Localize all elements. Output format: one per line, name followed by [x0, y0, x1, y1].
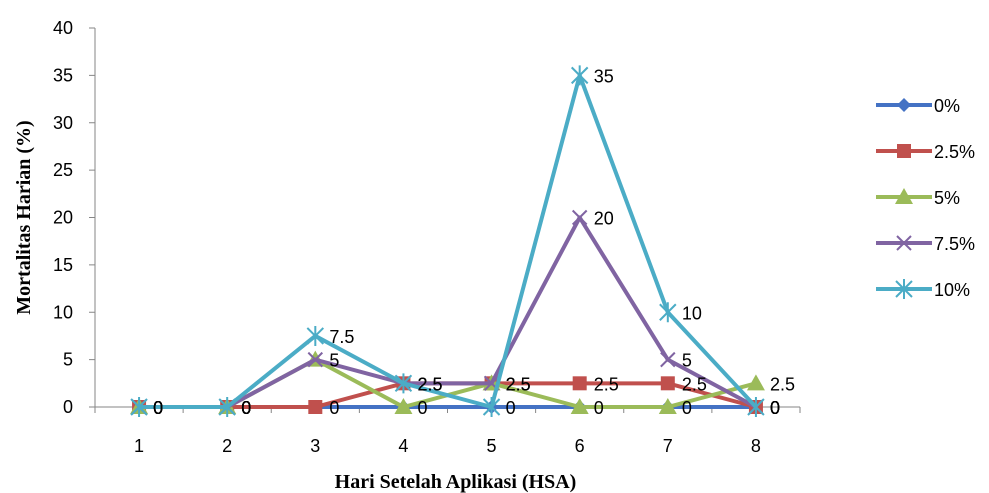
legend-item: 10% — [876, 279, 970, 300]
data-point — [308, 400, 323, 414]
data-label: 0 — [241, 398, 251, 418]
data-label: 0 — [153, 398, 163, 418]
y-tick-label: 30 — [53, 113, 73, 133]
data-point — [747, 397, 765, 417]
x-tick-label: 7 — [663, 436, 673, 456]
y-tick-label: 10 — [53, 302, 73, 322]
data-label: 5 — [682, 351, 692, 371]
data-point — [394, 398, 413, 414]
series-10% — [130, 65, 765, 417]
data-point — [660, 376, 675, 391]
y-tick-label: 35 — [53, 65, 73, 85]
legend-label: 0% — [934, 96, 960, 116]
y-tick-label: 5 — [63, 350, 73, 370]
data-point — [218, 397, 236, 417]
x-tick-label: 8 — [751, 436, 761, 456]
data-label: 0 — [770, 398, 780, 418]
legend-item: 5% — [876, 188, 960, 208]
x-axis-title: Hari Setelah Aplikasi (HSA) — [335, 471, 577, 493]
y-axis-title: Mortalitas Harian (%) — [13, 120, 35, 314]
data-label: 0 — [770, 398, 780, 418]
data-label: 0 — [153, 398, 163, 418]
legend-marker — [897, 98, 911, 112]
data-label: 0 — [241, 398, 251, 418]
data-point — [307, 351, 324, 368]
y-tick-label: 40 — [53, 18, 73, 38]
data-point — [659, 302, 677, 323]
legend-label: 2.5% — [934, 142, 975, 162]
legend-item: 0% — [876, 96, 960, 116]
data-point — [571, 209, 588, 226]
data-point — [660, 351, 676, 368]
x-tick-label: 4 — [398, 436, 408, 456]
data-label: 20 — [594, 209, 614, 229]
series-line — [139, 215, 757, 409]
data-label: 0 — [682, 398, 692, 418]
data-labels: 0 0 00 0 02.5 2.5 2.5 2.500 0 0 0 02.50 052.5 2.52050… — [153, 66, 795, 418]
data-label: 0 — [770, 398, 780, 418]
data-point — [572, 376, 587, 391]
legend-marker — [896, 235, 912, 251]
data-label: 0 — [506, 398, 516, 418]
data-label: 10 — [682, 303, 702, 323]
legend-item: 7.5% — [876, 234, 975, 254]
x-tick-label: 5 — [487, 436, 497, 456]
data-point — [658, 398, 677, 414]
data-label: 0 — [153, 398, 163, 418]
data-point — [570, 65, 589, 86]
data-point — [394, 373, 413, 394]
x-tick-label: 3 — [310, 436, 320, 456]
data-label: 2.5 — [506, 374, 531, 394]
data-label: 5 — [329, 351, 339, 371]
data-point — [482, 397, 501, 417]
data-label: 2.5 — [506, 374, 531, 394]
series-line — [139, 73, 758, 409]
legend-marker — [895, 279, 913, 299]
legend: 0% 2.5% 5% 7.5% 10% — [876, 96, 975, 300]
data-point — [570, 398, 589, 414]
data-label: 7.5 — [329, 327, 354, 347]
legend-label: 7.5% — [934, 234, 975, 254]
data-label: 0 — [594, 398, 604, 418]
data-label: 2.5 — [417, 374, 442, 394]
data-point — [746, 374, 765, 391]
data-label: 0 — [417, 398, 427, 418]
data-label: 0 — [329, 398, 339, 418]
y-tick-label: 15 — [53, 255, 73, 275]
legend-item: 2.5% — [876, 142, 975, 162]
data-label: 2.5 — [682, 374, 707, 394]
y-tick-label: 25 — [53, 160, 73, 180]
data-label: 2.5 — [594, 374, 619, 394]
data-point — [306, 325, 325, 346]
data-label: 0 — [153, 398, 163, 418]
legend-label: 5% — [934, 188, 960, 208]
legend-marker — [897, 144, 911, 158]
legend-label: 10% — [934, 280, 970, 300]
data-label: 0 — [241, 398, 251, 418]
y-tick-label: 0 — [63, 397, 73, 417]
legend-marker — [895, 188, 913, 204]
data-point — [130, 397, 148, 417]
x-tick-label: 6 — [575, 436, 585, 456]
data-label: 2.5 — [770, 374, 795, 394]
data-label: 0 — [241, 398, 251, 418]
y-tick-label: 20 — [53, 208, 73, 228]
data-label: 0 — [241, 398, 251, 418]
data-label: 0 — [153, 398, 163, 418]
x-tick-label: 1 — [134, 436, 144, 456]
data-label: 2.5 — [417, 374, 442, 394]
x-tick-label: 2 — [222, 436, 232, 456]
data-label: 35 — [594, 66, 614, 86]
data-label: 0 — [770, 398, 780, 418]
series-lines — [130, 65, 765, 417]
